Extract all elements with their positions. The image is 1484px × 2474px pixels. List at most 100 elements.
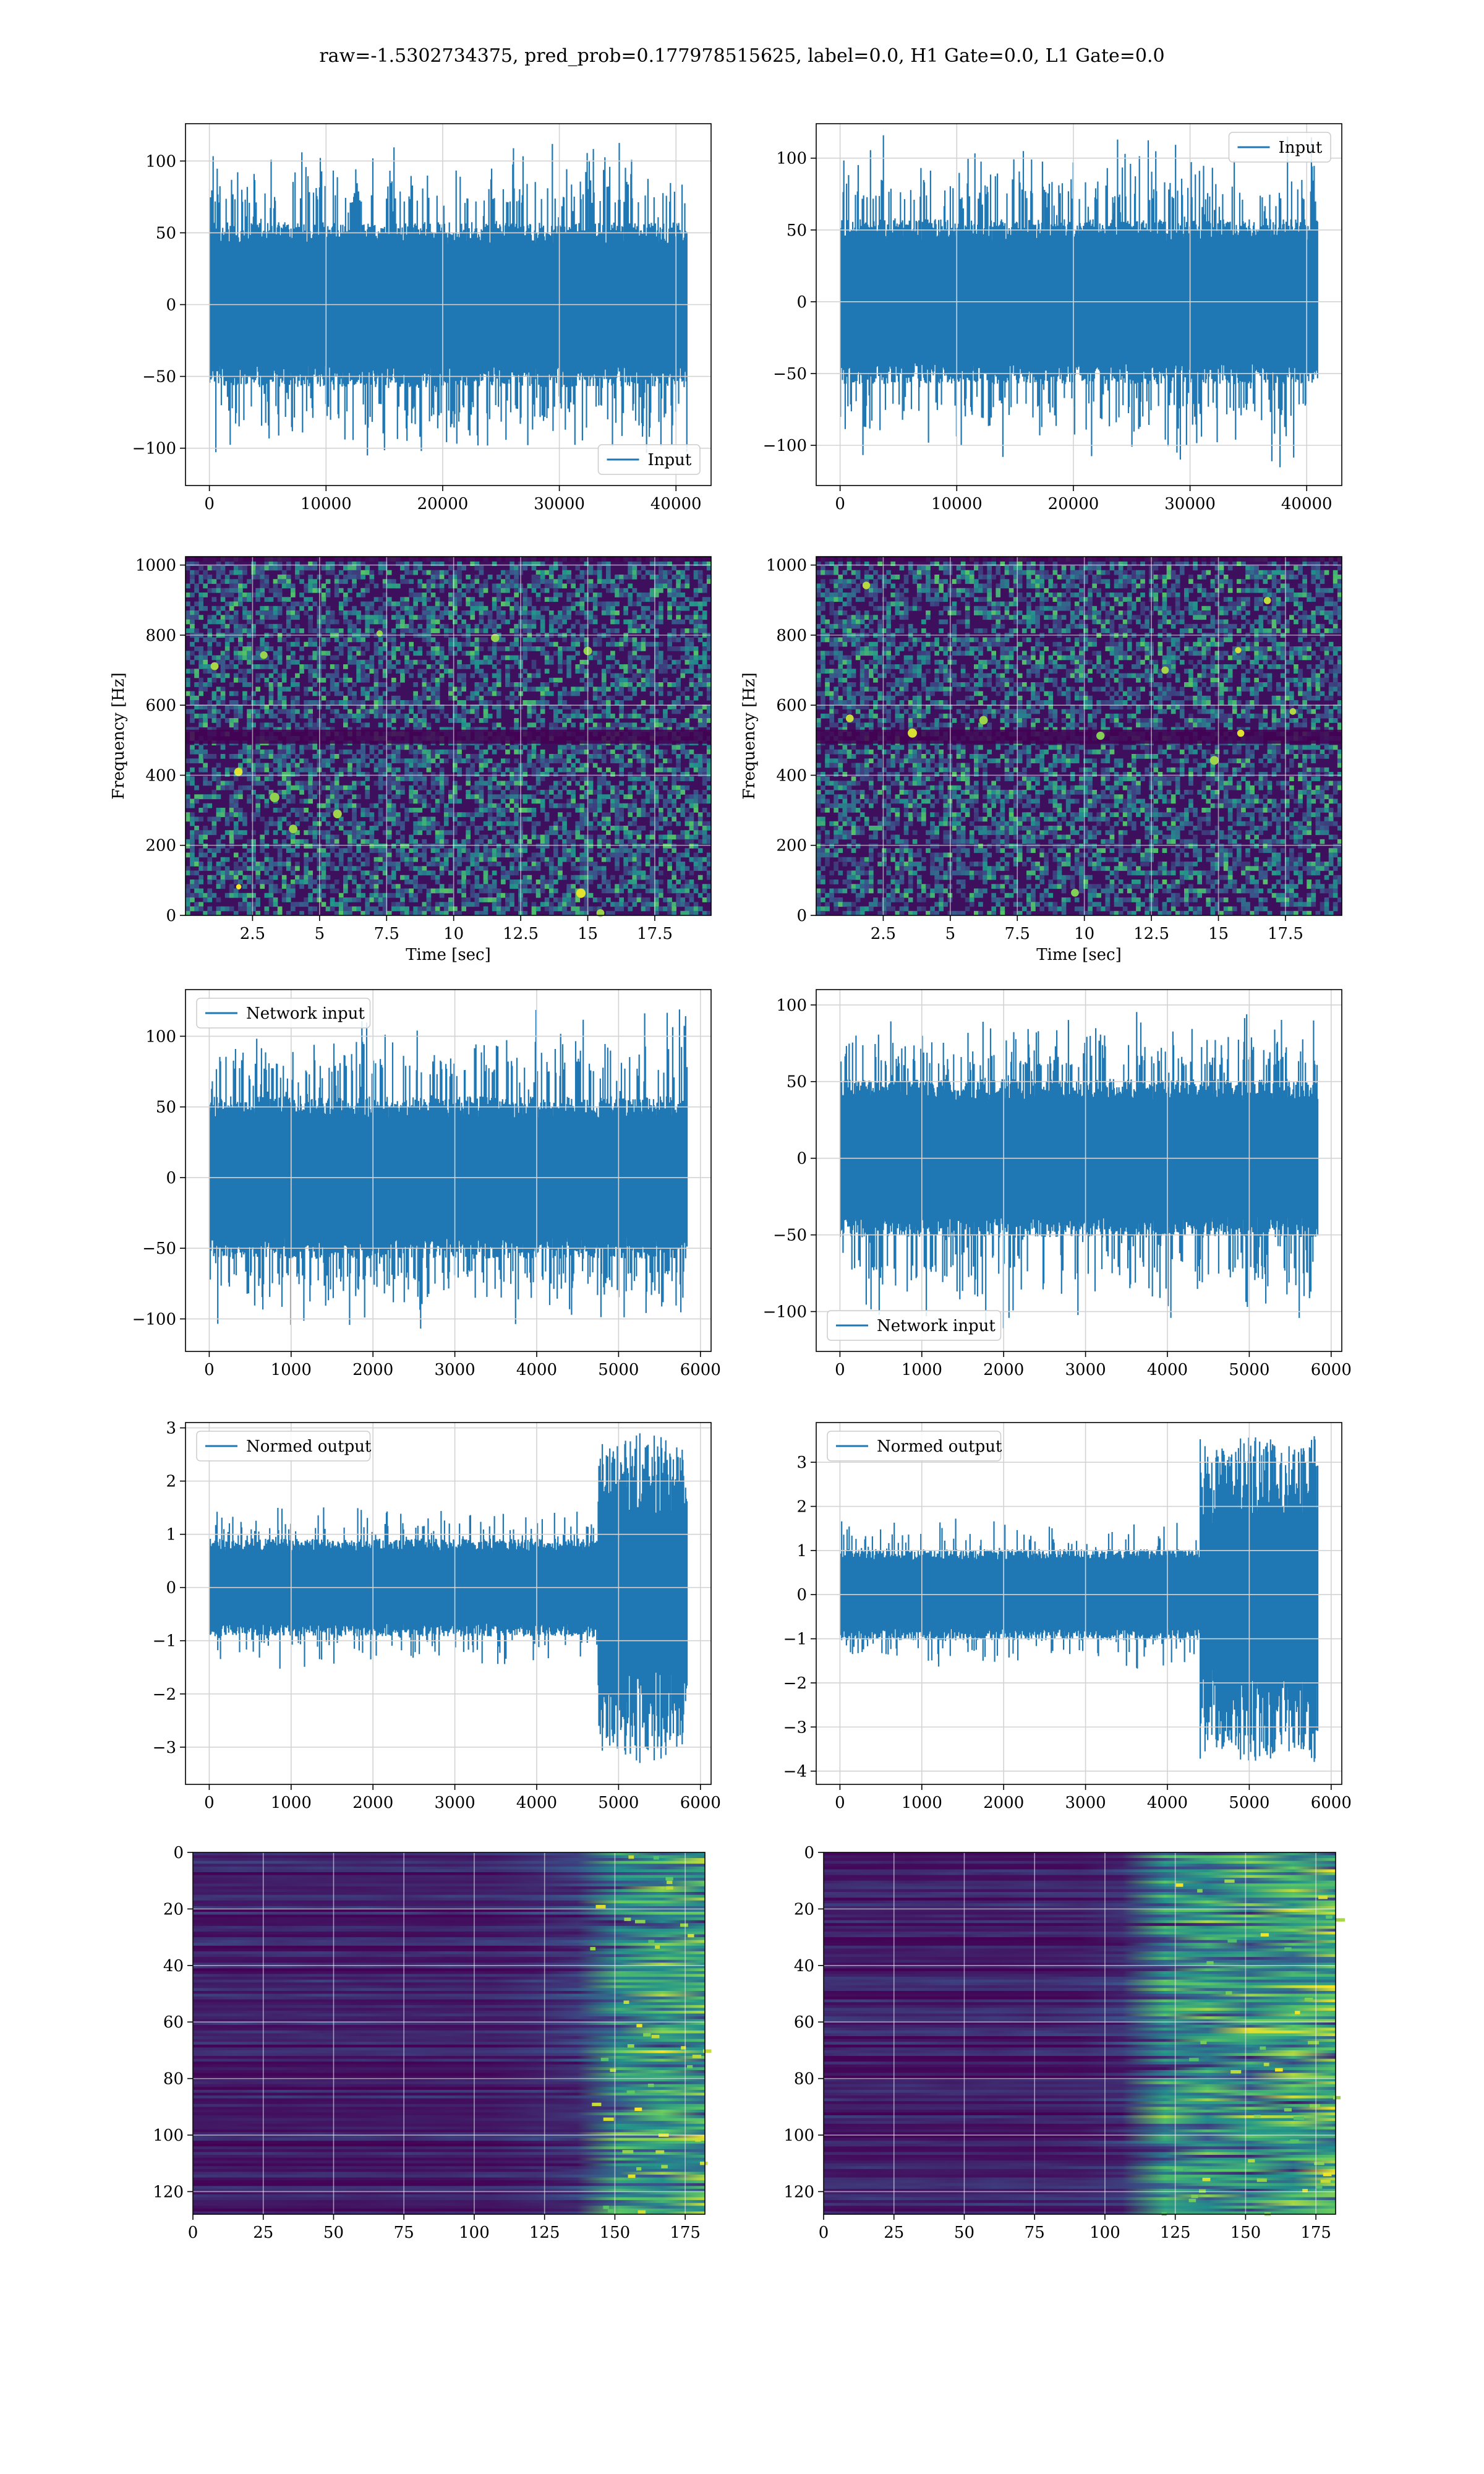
x-tick-label: 15: [578, 925, 598, 943]
tick-labels: 0 10000 20000 30000 40000 −100 −50 0 50 100: [132, 152, 702, 513]
grid: [186, 557, 711, 916]
feature-map-speck: [1188, 2199, 1196, 2202]
y-tick-label: 0: [166, 1169, 176, 1188]
y-tick-label: 50: [787, 1073, 807, 1092]
y-tick-label: 3: [166, 1419, 176, 1438]
spectrogram-hotspot: [1289, 708, 1297, 715]
y-tick-label: 0: [166, 907, 176, 925]
legend: Input: [597, 444, 701, 475]
feature-map-speck: [681, 2046, 686, 2050]
y-tick-label: 80: [163, 2070, 184, 2089]
feature-map-speck: [1263, 2063, 1269, 2066]
y-tick-label: 100: [776, 150, 807, 168]
feature-map-speck: [624, 1917, 631, 1921]
legend-label: Network input: [877, 1317, 996, 1335]
y-tick-label: 1: [796, 1542, 807, 1560]
spectrogram-hotspot: [234, 768, 243, 776]
y-tick-label: 20: [163, 1900, 184, 1919]
feature-map-speck: [1284, 2108, 1292, 2112]
feature-map-speck: [1318, 1895, 1328, 1899]
series-line-network-input: [208, 1009, 688, 1329]
y-tick-label: 100: [783, 2126, 814, 2145]
x-tick-label: 100: [1090, 2224, 1120, 2242]
feature-map-speck: [600, 2057, 609, 2061]
y-tick-label: −100: [763, 1303, 807, 1322]
y-tick-label: 800: [776, 627, 807, 645]
axes-frame: [816, 1422, 1342, 1785]
x-tick-label: 20000: [417, 495, 469, 513]
x-tick-label: 30000: [1164, 495, 1216, 513]
feature-map-speck: [1284, 1947, 1292, 1951]
x-tick-label: 75: [394, 2224, 414, 2242]
x-tick-label: 7.5: [374, 925, 399, 943]
tick-labels: 0 10000 20000 30000 40000 −100 −50 0 50 100: [763, 150, 1333, 513]
x-tick-label: 5: [315, 925, 325, 943]
x-tick-label: 0: [835, 1361, 845, 1379]
spectrogram-hotspot: [908, 728, 917, 738]
x-tick-label: 17.5: [637, 925, 673, 943]
x-tick-label: 5: [945, 925, 956, 943]
feature-map-speck: [1314, 2161, 1324, 2165]
feature-map-speck: [1248, 2159, 1255, 2163]
axes-frame: [823, 1852, 1336, 2215]
y-tick-label: −100: [132, 440, 176, 458]
feature-map-speck: [1333, 2095, 1341, 2100]
y-tick-label: −1: [153, 1632, 176, 1651]
x-tick-label: 125: [1160, 2224, 1191, 2242]
spectrogram-hotspot: [845, 714, 854, 722]
panels: 0 10000 20000 30000 40000−100−50050100Input0…: [109, 123, 1352, 2242]
x-tick-label: 125: [529, 2224, 560, 2242]
y-tick-label: 0: [796, 1586, 807, 1604]
x-tick-label: 5000: [1229, 1794, 1269, 1812]
feature-map-speck: [661, 2165, 668, 2168]
x-tick-label: 150: [600, 2224, 631, 2242]
y-tick-label: 0: [796, 907, 807, 925]
feature-map-speck: [1320, 2179, 1331, 2183]
spectrogram-hotspot: [376, 630, 383, 637]
y-tick-label: −2: [783, 1674, 807, 1693]
y-tick-label: −100: [763, 437, 807, 455]
axes-frame: [816, 556, 1342, 916]
x-tick-label: 10: [1074, 925, 1094, 943]
feature-map-speck: [1206, 1961, 1214, 1965]
x-tick-label: 0: [204, 495, 215, 513]
feature-map-speck: [603, 2117, 614, 2121]
tick-labels: 0 25 50 75 100 125 150 175 0 20 40 60 80 100 120: [153, 1844, 701, 2242]
y-tick-label: −3: [783, 1718, 807, 1737]
x-tick-label: 12.5: [1133, 925, 1169, 943]
x-tick-label: 150: [1230, 2224, 1261, 2242]
spectrogram-hotspot: [1263, 597, 1271, 604]
y-tick-label: 50: [787, 221, 807, 240]
feature-map-rows: [193, 1852, 705, 2215]
x-tick-label: 0: [835, 495, 845, 513]
y-tick-label: 100: [145, 152, 176, 171]
legend: Normed output: [196, 1431, 372, 1462]
x-tick-label: 50: [954, 2224, 974, 2242]
y-tick-label: −50: [142, 368, 176, 387]
feature-map-speck: [595, 1904, 606, 1909]
grid: [816, 990, 1342, 1351]
feature-map-speck: [1323, 2173, 1332, 2177]
feature-map-speck: [626, 2090, 635, 2094]
feature-map-speck: [636, 2024, 642, 2027]
feature-map-speck: [1308, 2040, 1320, 2045]
tick-labels: 0 1000 2000 3000 4000 5000 6000 −3 −2 −1 0 1 2 3: [153, 1419, 721, 1812]
x-tick-label: 2.5: [871, 925, 896, 943]
chart-row2-left: 2.5 5 7.5 10 12.5 15 17.5 0 200 400 600 800 1000 Time…: [109, 556, 712, 964]
feature-map-speck: [686, 2065, 693, 2069]
legend: Input: [1228, 132, 1331, 163]
y-tick-label: 100: [153, 2126, 184, 2145]
x-tick-label: 4000: [516, 1794, 557, 1812]
feature-map-speck: [1274, 2068, 1283, 2072]
x-tick-label: 6000: [1311, 1361, 1352, 1379]
feature-map-speck: [1189, 2058, 1199, 2061]
axes-frame: [192, 1852, 706, 2215]
x-tick-label: 3000: [435, 1361, 475, 1379]
spectrogram-hotspot: [333, 809, 342, 819]
feature-map-speck: [1260, 2046, 1266, 2050]
x-tick-label: 0: [204, 1361, 215, 1379]
feature-map-speck: [688, 1933, 694, 1938]
figure-title: raw=-1.5302734375, pred_prob=0.177978515…: [319, 45, 1164, 67]
chart-row5-right: 0 25 50 75 100 125 150 175 0 20 40 60 80 100 120: [783, 1844, 1345, 2242]
feature-map-speck: [634, 1920, 646, 1924]
